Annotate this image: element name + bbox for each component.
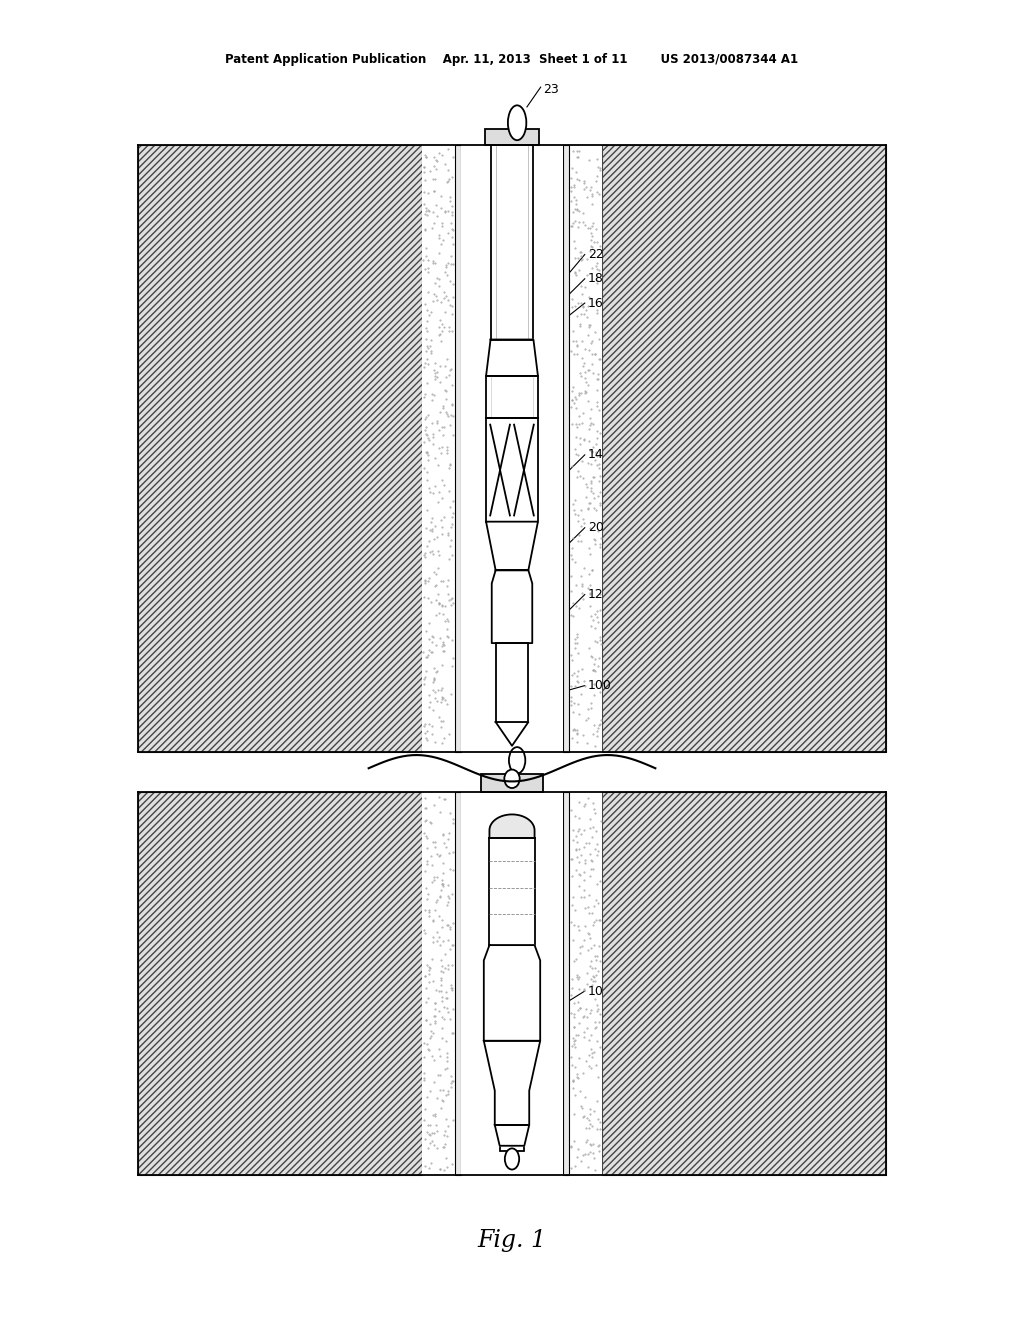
Bar bbox=[602, 145, 886, 752]
Text: 12: 12 bbox=[588, 587, 603, 601]
Bar bbox=[490, 145, 534, 339]
Polygon shape bbox=[496, 722, 528, 746]
Bar bbox=[563, 145, 569, 752]
Text: 23: 23 bbox=[543, 83, 558, 96]
Ellipse shape bbox=[504, 770, 519, 788]
Text: 18: 18 bbox=[588, 272, 604, 285]
Polygon shape bbox=[492, 570, 532, 643]
Polygon shape bbox=[483, 1040, 541, 1125]
Polygon shape bbox=[486, 339, 538, 376]
Text: 16: 16 bbox=[588, 297, 603, 310]
Bar bbox=[602, 792, 886, 1175]
Text: 22: 22 bbox=[588, 248, 603, 261]
Bar bbox=[496, 643, 528, 722]
Polygon shape bbox=[486, 521, 538, 570]
Text: 10: 10 bbox=[588, 985, 604, 998]
Bar bbox=[138, 792, 422, 1175]
Polygon shape bbox=[483, 945, 541, 1040]
Bar bbox=[422, 792, 602, 1175]
Bar bbox=[489, 838, 535, 945]
Text: 20: 20 bbox=[588, 521, 604, 535]
Bar bbox=[422, 145, 602, 752]
Bar bbox=[500, 1125, 524, 1151]
Text: Patent Application Publication    Apr. 11, 2013  Sheet 1 of 11        US 2013/00: Patent Application Publication Apr. 11, … bbox=[225, 53, 799, 66]
Bar bbox=[461, 145, 563, 752]
Text: Fig. 1: Fig. 1 bbox=[477, 1229, 547, 1253]
Text: 14: 14 bbox=[588, 449, 603, 462]
Bar bbox=[461, 792, 563, 1175]
Bar bbox=[455, 792, 461, 1175]
Text: 100: 100 bbox=[588, 678, 611, 692]
Bar bbox=[563, 792, 569, 1175]
Polygon shape bbox=[495, 1125, 529, 1146]
Bar bbox=[481, 774, 543, 792]
Ellipse shape bbox=[508, 106, 526, 140]
Ellipse shape bbox=[509, 747, 525, 774]
Bar bbox=[486, 376, 538, 418]
Ellipse shape bbox=[505, 1148, 519, 1170]
Bar bbox=[484, 129, 540, 145]
Bar bbox=[455, 145, 461, 752]
Bar bbox=[138, 145, 422, 752]
Polygon shape bbox=[489, 814, 535, 838]
Bar bbox=[486, 418, 538, 521]
